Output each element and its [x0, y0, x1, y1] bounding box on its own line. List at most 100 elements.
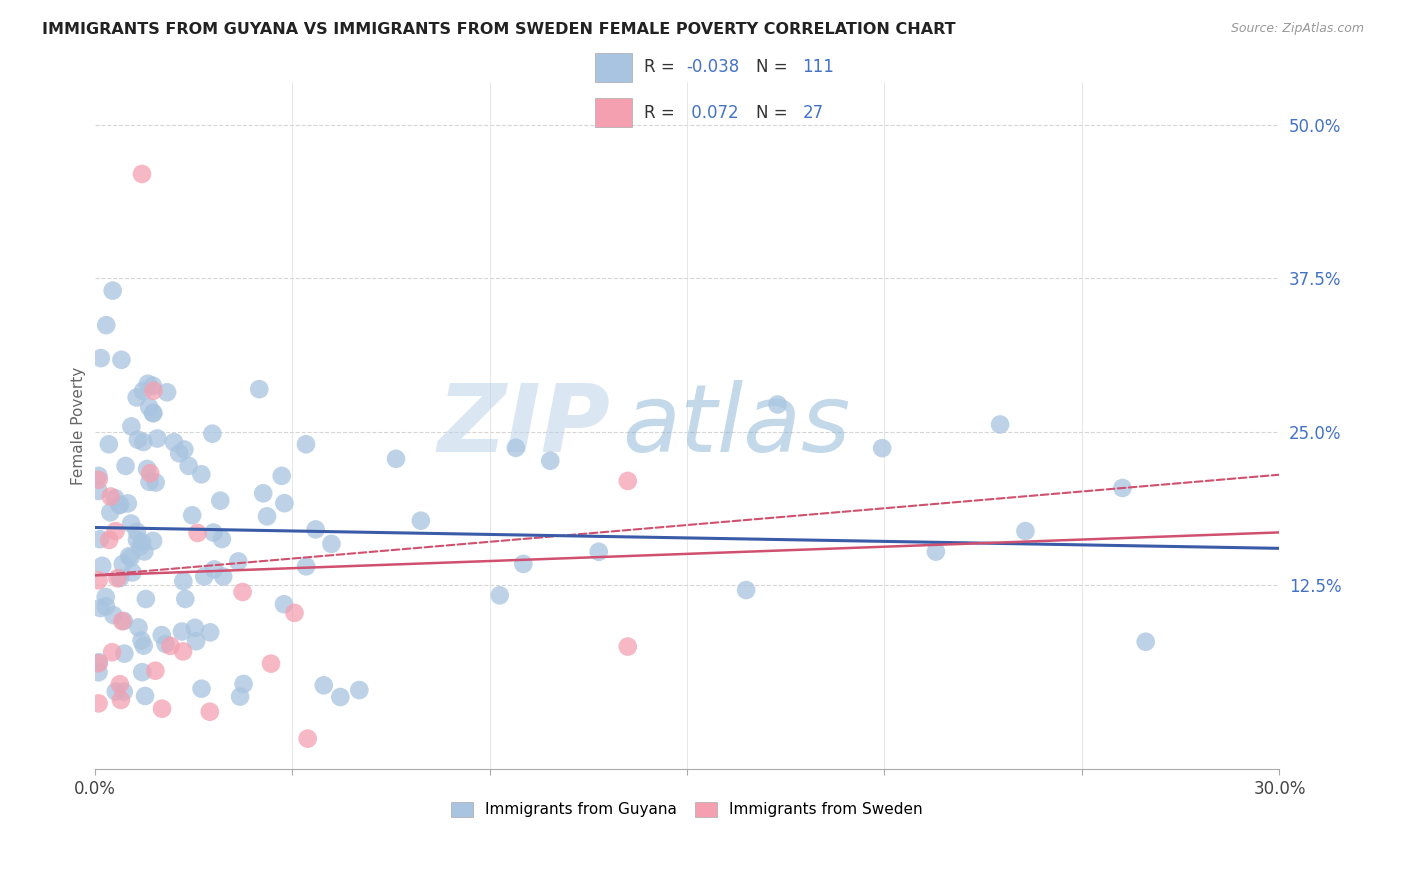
- Point: [110, 693, 132, 707]
- Point: [101, 284, 124, 298]
- Point: [108, 498, 131, 512]
- Point: [226, 554, 249, 568]
- Text: 0.072: 0.072: [686, 103, 738, 121]
- Point: [104, 491, 127, 506]
- Point: [125, 391, 148, 405]
- Point: [120, 419, 142, 434]
- Point: [121, 566, 143, 580]
- Text: 111: 111: [803, 59, 834, 77]
- Point: [94, 590, 117, 604]
- Point: [97, 437, 120, 451]
- Point: [229, 690, 252, 704]
- Point: [588, 545, 610, 559]
- Point: [172, 644, 194, 658]
- Point: [101, 645, 124, 659]
- Point: [232, 677, 254, 691]
- Point: [150, 628, 173, 642]
- Point: [156, 385, 179, 400]
- Point: [127, 620, 149, 634]
- Point: [505, 441, 527, 455]
- Point: [111, 557, 134, 571]
- Point: [193, 569, 215, 583]
- Point: [112, 614, 135, 628]
- Point: [142, 378, 165, 392]
- Text: 27: 27: [803, 103, 824, 121]
- Point: [104, 684, 127, 698]
- Point: [87, 655, 110, 669]
- Point: [329, 690, 352, 704]
- Point: [159, 639, 181, 653]
- Point: [735, 582, 758, 597]
- Point: [201, 426, 224, 441]
- Point: [273, 597, 295, 611]
- Point: [321, 537, 343, 551]
- Point: [90, 351, 112, 365]
- Point: [260, 657, 283, 671]
- Text: -0.038: -0.038: [686, 59, 740, 77]
- Point: [125, 524, 148, 539]
- Point: [349, 683, 371, 698]
- Point: [155, 637, 177, 651]
- Point: [134, 544, 156, 558]
- Point: [202, 525, 225, 540]
- Point: [138, 475, 160, 489]
- Point: [135, 591, 157, 606]
- Point: [96, 318, 118, 332]
- Point: [136, 376, 159, 391]
- Point: [270, 468, 292, 483]
- Point: [98, 505, 121, 519]
- Point: [91, 558, 114, 573]
- Point: [142, 406, 165, 420]
- Point: [145, 664, 167, 678]
- Point: [295, 437, 318, 451]
- Point: [108, 677, 131, 691]
- Point: [111, 614, 134, 628]
- Point: [173, 442, 195, 457]
- Point: [132, 435, 155, 450]
- Point: [212, 569, 235, 583]
- Point: [129, 540, 152, 554]
- Point: [170, 624, 193, 639]
- Point: [190, 467, 212, 482]
- Point: [409, 514, 432, 528]
- Point: [1014, 524, 1036, 538]
- Point: [538, 454, 561, 468]
- Text: IMMIGRANTS FROM GUYANA VS IMMIGRANTS FROM SWEDEN FEMALE POVERTY CORRELATION CHAR: IMMIGRANTS FROM GUYANA VS IMMIGRANTS FRO…: [42, 22, 956, 37]
- Point: [190, 681, 212, 696]
- Point: [295, 559, 318, 574]
- Point: [87, 473, 110, 487]
- Point: [616, 474, 638, 488]
- Point: [112, 684, 135, 698]
- Point: [89, 601, 111, 615]
- Point: [512, 557, 534, 571]
- Point: [1111, 481, 1133, 495]
- Point: [177, 458, 200, 473]
- Text: R =: R =: [644, 103, 681, 121]
- Point: [120, 550, 142, 565]
- Point: [120, 516, 142, 531]
- Point: [202, 562, 225, 576]
- Point: [112, 647, 135, 661]
- Point: [139, 466, 162, 480]
- Point: [87, 468, 110, 483]
- Point: [304, 523, 326, 537]
- Point: [134, 689, 156, 703]
- Point: [616, 640, 638, 654]
- Point: [142, 384, 165, 398]
- Point: [766, 397, 789, 411]
- Text: N =: N =: [756, 59, 793, 77]
- Point: [118, 549, 141, 564]
- Point: [145, 475, 167, 490]
- Point: [114, 458, 136, 473]
- Point: [142, 533, 165, 548]
- Point: [256, 509, 278, 524]
- Point: [488, 588, 510, 602]
- Point: [131, 535, 153, 549]
- Point: [87, 657, 110, 671]
- Text: atlas: atlas: [621, 380, 851, 471]
- Point: [184, 634, 207, 648]
- Point: [142, 406, 165, 420]
- Point: [167, 446, 190, 460]
- Point: [181, 508, 204, 523]
- Point: [87, 483, 110, 498]
